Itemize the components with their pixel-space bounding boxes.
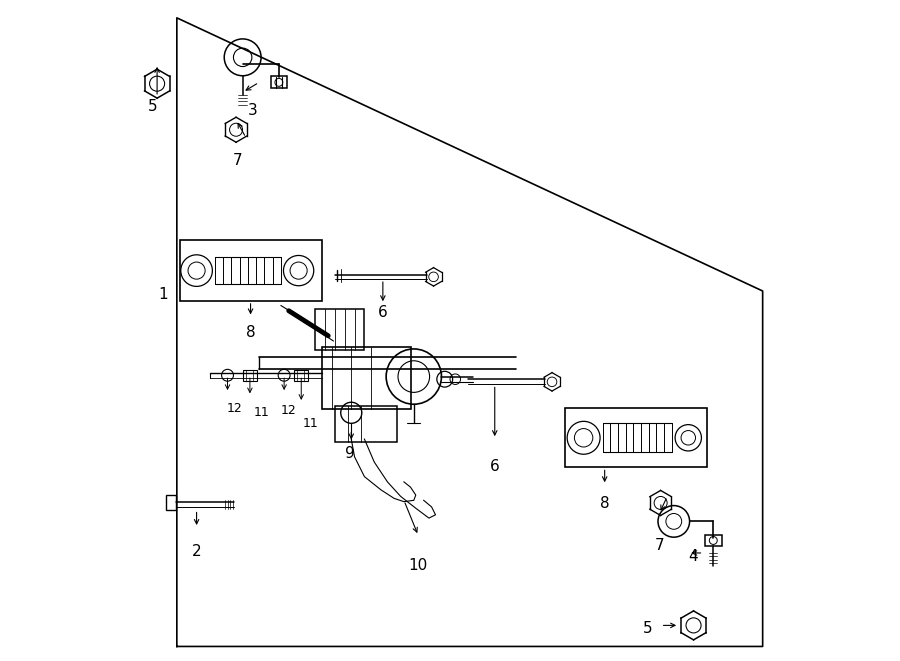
Text: 6: 6 (378, 305, 388, 321)
Text: 11: 11 (253, 407, 269, 419)
Text: 6: 6 (490, 459, 500, 474)
Text: 11: 11 (302, 417, 319, 430)
Text: 12: 12 (226, 402, 242, 414)
Bar (706, 535, 722, 547)
Bar (294, 370, 309, 381)
Text: 9: 9 (345, 446, 355, 461)
Text: 5: 5 (148, 99, 157, 114)
Text: 12: 12 (281, 405, 297, 417)
Bar (315, 309, 365, 350)
Text: 7: 7 (233, 153, 243, 168)
Text: 1: 1 (158, 287, 168, 302)
Text: 2: 2 (192, 545, 202, 559)
Bar (243, 370, 257, 381)
Text: 4: 4 (688, 549, 698, 564)
Bar (180, 241, 321, 301)
Text: 5: 5 (644, 621, 652, 635)
Bar (271, 77, 287, 89)
Text: 7: 7 (654, 538, 664, 553)
Text: 3: 3 (248, 103, 257, 118)
Bar (321, 347, 410, 409)
Text: 10: 10 (409, 558, 428, 572)
Bar (166, 495, 176, 510)
Bar (335, 407, 397, 442)
Text: 8: 8 (600, 496, 609, 512)
Bar (565, 408, 706, 467)
Text: 8: 8 (247, 325, 256, 340)
